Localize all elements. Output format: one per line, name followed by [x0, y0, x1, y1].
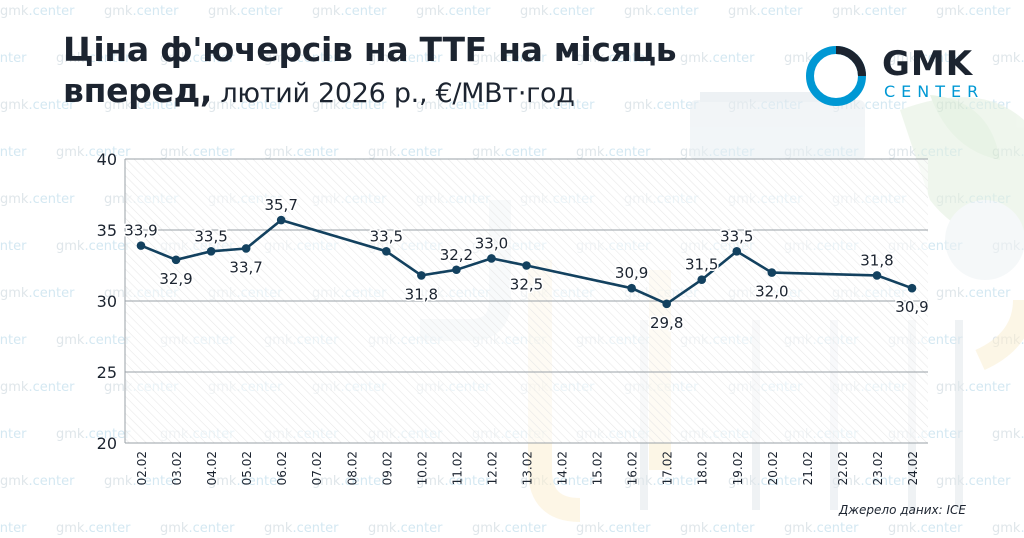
data-label: 33,5 [720, 227, 753, 245]
data-label: 35,7 [264, 196, 297, 214]
x-tick-label: 13.02 [521, 451, 535, 485]
x-tick-label: 16.02 [626, 451, 640, 485]
data-label: 30,9 [615, 264, 648, 282]
x-tick-label: 22.02 [836, 451, 850, 485]
x-tick-label: 12.02 [485, 451, 499, 485]
y-tick-label: 40 [97, 150, 117, 169]
data-label: 33,0 [475, 234, 508, 252]
title-line-2: вперед, лютий 2026 р., €/МВт·год [63, 70, 783, 115]
x-tick-label: 08.02 [345, 451, 359, 485]
data-point [417, 271, 426, 280]
chart-title: Ціна ф'ючерсів на TTF на місяць вперед, … [63, 30, 783, 115]
x-tick-label: 11.02 [450, 451, 464, 485]
data-label: 31,8 [405, 285, 438, 303]
data-label: 29,8 [650, 314, 683, 332]
title-line-2-subtitle: лютий 2026 р., €/МВт·год [212, 78, 575, 109]
logo-brand-text: GMK [882, 44, 974, 84]
x-tick-label: 04.02 [205, 451, 219, 485]
x-tick-label: 10.02 [415, 451, 429, 485]
gmk-ring-logo-icon [806, 46, 866, 106]
y-tick-label: 30 [97, 292, 117, 311]
data-point [697, 275, 707, 285]
x-tick-label: 19.02 [731, 451, 745, 485]
gmk-center-logo: GMK CENTER [806, 46, 996, 106]
data-label: 32,0 [755, 283, 788, 301]
title-line-2-bold: вперед, [63, 71, 213, 110]
data-label: 33,9 [124, 222, 157, 240]
data-label: 31,5 [685, 256, 718, 274]
x-tick-label: 05.02 [240, 451, 254, 485]
x-tick-label: 18.02 [696, 451, 710, 485]
data-point [452, 265, 461, 275]
y-tick-label: 20 [97, 434, 117, 453]
x-tick-label: 23.02 [871, 451, 885, 485]
x-tick-label: 15.02 [591, 451, 605, 485]
data-source-note: Джерело даних: ICE [838, 503, 966, 517]
x-tick-label: 14.02 [556, 451, 570, 485]
data-point [206, 247, 216, 256]
data-point [487, 254, 496, 263]
data-label: 30,9 [895, 298, 928, 316]
data-point [522, 261, 531, 270]
data-point [767, 268, 777, 277]
data-label: 32,5 [510, 276, 543, 294]
data-point [872, 271, 882, 280]
x-tick-label: 17.02 [661, 451, 675, 485]
x-tick-label: 03.02 [170, 451, 184, 485]
x-tick-label: 24.02 [906, 451, 920, 485]
x-tick-label: 02.02 [135, 451, 149, 485]
data-label: 33,5 [370, 227, 403, 245]
data-point [382, 247, 391, 256]
data-point [627, 283, 636, 293]
x-tick-label: 07.02 [310, 451, 324, 485]
data-label: 32,9 [159, 270, 192, 288]
y-tick-label: 35 [97, 221, 117, 240]
logo-brand-subtext: CENTER [884, 82, 985, 101]
x-tick-label: 09.02 [380, 451, 394, 485]
data-point [732, 247, 742, 256]
data-label: 32,2 [440, 246, 473, 264]
data-point [662, 299, 671, 309]
data-point [276, 215, 286, 225]
x-tick-label: 21.02 [801, 451, 815, 485]
title-line-1: Ціна ф'ючерсів на TTF на місяць [63, 30, 677, 69]
data-point [907, 283, 917, 293]
y-tick-label: 25 [97, 363, 117, 382]
data-point [136, 241, 146, 250]
data-label: 31,8 [860, 251, 893, 269]
x-tick-label: 20.02 [766, 451, 780, 485]
x-tick-label: 06.02 [275, 451, 289, 485]
data-label: 33,5 [194, 227, 227, 245]
data-point [241, 244, 251, 253]
data-label: 33,7 [229, 258, 262, 276]
data-point [171, 255, 181, 265]
